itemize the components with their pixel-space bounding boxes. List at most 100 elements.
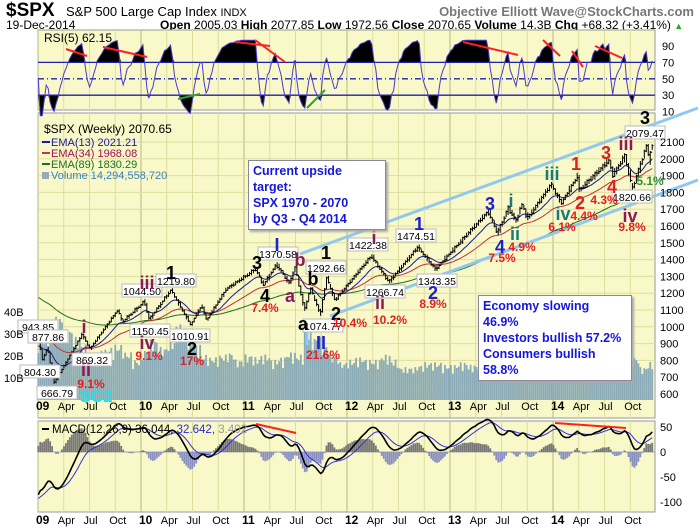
x-tick-label: Apr (161, 515, 178, 527)
macd-histogram-bar (619, 452, 622, 455)
wave-label: 3 (601, 143, 611, 163)
volume-bar (521, 371, 523, 400)
volume-bar (96, 361, 99, 400)
volume-bar (341, 367, 344, 400)
volume-bar (406, 373, 409, 400)
volume-bar (457, 366, 460, 400)
macd-histogram-bar (100, 444, 103, 452)
volume-bar (410, 368, 413, 400)
correction-percent-label: 5.1% (636, 174, 664, 188)
correction-percent-label: 8.9% (419, 297, 447, 311)
volume-bar (645, 369, 648, 400)
macd-histogram-bar (165, 449, 168, 452)
macd-histogram-bar (80, 428, 83, 452)
correction-percent-label: 10.4% (333, 316, 367, 330)
wave-label: 4 (260, 286, 270, 306)
rsi-tick-label: 70 (662, 57, 674, 69)
x-tick-label: Oct (418, 515, 435, 527)
volume-bar (402, 372, 405, 400)
correction-percent-label: 10.2% (373, 313, 407, 327)
price-tag-label: 1474.51 (397, 231, 435, 243)
volume-bar (617, 373, 620, 400)
wave-label: i (81, 317, 86, 337)
low-label: Low (317, 18, 342, 32)
macd-histogram-bar (143, 451, 146, 452)
volume-bar (159, 346, 162, 400)
volume-bar (303, 331, 306, 400)
volume-bar (345, 363, 348, 400)
macd-histogram-bar (39, 441, 42, 452)
volume-bar (120, 345, 123, 400)
volume-bar (325, 347, 328, 400)
macd-histogram-bar (280, 452, 282, 454)
volume-bar (546, 376, 549, 400)
correction-percent-label: 9.1% (135, 349, 163, 363)
target-line: SPX 1970 - 2070 (253, 196, 349, 210)
volume-bar (631, 366, 634, 400)
volume-bar (404, 367, 407, 400)
macd-histogram-bar (463, 442, 466, 452)
wave-label: 1 (166, 263, 176, 283)
price-tag-box (121, 283, 163, 298)
correction-percent-label: 4.4% (570, 209, 598, 223)
volume-bar (540, 370, 543, 400)
macd-histogram-bar (449, 450, 452, 452)
volume-tick-label: 40B (4, 307, 24, 319)
sentiment-line: Investors bullish 57.2% (483, 331, 622, 345)
volume-bar (586, 372, 588, 400)
macd-histogram-bar (392, 452, 395, 464)
brand: Objective Elliott Wave@StockCharts.com (439, 4, 694, 19)
volume-bar (396, 367, 399, 400)
x-tick-label: 14 (551, 399, 565, 413)
macd-histogram-bar (418, 443, 421, 452)
volume-bar (197, 358, 200, 400)
volume-bar (242, 366, 245, 400)
macd-histogram-bar (297, 452, 300, 460)
volume-bar (562, 366, 565, 400)
macd-histogram-bar (428, 452, 431, 457)
volume-bar (615, 372, 618, 400)
target-line: by Q3 - Q4 2014 (253, 212, 347, 226)
volume-bar (171, 349, 174, 400)
wave-label: b (295, 250, 306, 270)
volume-bar (440, 362, 442, 400)
volume-bar (463, 362, 466, 400)
macd-histogram-bar (341, 448, 344, 452)
volume-bar (335, 356, 338, 400)
macd-histogram-bar (118, 442, 121, 452)
macd-histogram-bar (207, 452, 209, 456)
macd-histogram-bar (584, 452, 586, 455)
wave-label: 1 (414, 214, 424, 234)
macd-histogram-bar (645, 443, 648, 452)
wave-label: 1 (321, 243, 331, 263)
macd-histogram-bar (436, 452, 438, 463)
volume-bar (140, 359, 142, 400)
macd-histogram-bar (321, 452, 324, 460)
macd-histogram-bar (532, 452, 535, 456)
volume-bar (647, 368, 650, 400)
macd-histogram-bar (400, 452, 403, 455)
open-label: Open (160, 18, 191, 32)
volume-bar (82, 354, 85, 400)
x-tick-label: 14 (551, 513, 565, 527)
macd-histogram-bar (388, 452, 391, 466)
macd-histogram-bar (649, 444, 652, 452)
macd-histogram-bar (461, 443, 464, 452)
rsi-divergence-line (542, 39, 561, 57)
macd-histogram-bar (390, 452, 393, 465)
volume-bar (185, 335, 188, 400)
volume-bar (599, 367, 602, 400)
rsi-tick-label: 90 (662, 41, 674, 53)
rsi-divergence-line (594, 45, 623, 59)
wave-label: SC2 (79, 387, 112, 406)
macd-histogram-bar (272, 452, 275, 456)
macd-histogram-bar (311, 452, 314, 461)
macd-histogram-bar (187, 452, 190, 468)
rsi-divergence-line (65, 48, 88, 57)
open-value: 2005.03 (194, 18, 238, 32)
volume-bar (511, 373, 513, 400)
volume-bar (193, 349, 196, 400)
ema34-legend: EMA(34) 1968.08 (51, 148, 137, 160)
macd-histogram-bar (252, 447, 255, 452)
price-tick-label: 1200 (660, 288, 684, 300)
